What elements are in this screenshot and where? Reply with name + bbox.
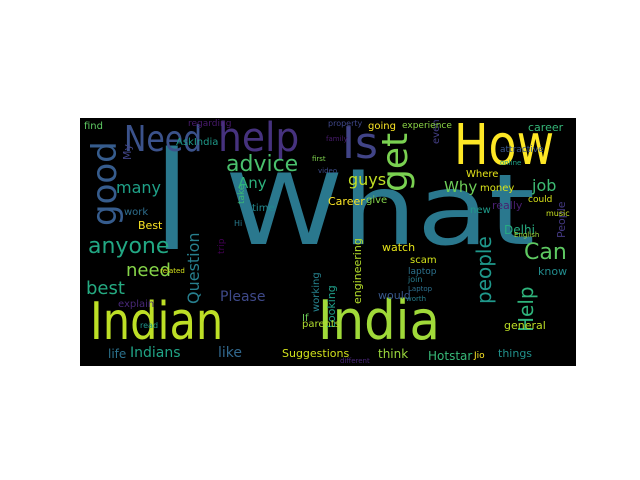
word-please: Please: [220, 289, 266, 305]
word-would: would: [378, 289, 411, 302]
word-life: life: [108, 347, 127, 361]
word-laptop-2: Laptop: [408, 285, 433, 293]
word-cloud: I What India Indian How help Need Is get…: [80, 118, 576, 366]
word-delhi: Delhi: [504, 223, 535, 237]
word-time: time: [252, 203, 275, 214]
word-experience: experience: [402, 121, 452, 131]
word-hotstar: Hotstar: [428, 349, 473, 363]
word-is: Is: [342, 118, 378, 169]
word-know: know: [538, 265, 568, 278]
word-best: best: [86, 278, 125, 299]
word-career: Career: [328, 195, 365, 208]
word-can: Can: [524, 240, 567, 265]
word-help: help: [218, 118, 300, 161]
word-scam: scam: [410, 255, 437, 266]
word-many: many: [116, 178, 161, 197]
word-take: take: [237, 184, 247, 204]
word-really: really: [492, 199, 523, 212]
word-watch: watch: [382, 241, 416, 254]
word-things: things: [498, 347, 533, 360]
word-regarding: regarding: [188, 119, 232, 129]
word-hi: Hi: [234, 219, 243, 228]
word-advice: advice: [226, 152, 299, 177]
word-explain: explain: [118, 299, 155, 310]
word-going: going: [368, 121, 396, 132]
word-parents: parents: [302, 319, 340, 330]
word-laptop: laptop: [408, 267, 437, 277]
word-work: work: [124, 207, 149, 218]
word-give: give: [366, 195, 388, 206]
word-think: think: [378, 347, 409, 361]
word-music: music: [546, 209, 570, 218]
word-i: I: [154, 118, 190, 283]
word-could: could: [528, 195, 553, 205]
word-askindia: AskIndia: [176, 137, 219, 148]
word-best-2: Best: [138, 219, 163, 232]
word-need-2: need: [126, 260, 171, 281]
word-money: money: [480, 183, 515, 194]
word-guys: guys: [348, 170, 387, 189]
word-jio: Jio: [474, 351, 485, 361]
word-question: Question: [184, 232, 203, 304]
word-attractive: attractive: [500, 145, 544, 155]
word-job: job: [532, 176, 557, 195]
word-why: Why: [444, 178, 478, 196]
word-video: video: [318, 167, 338, 175]
word-working: working: [311, 272, 322, 312]
word-people-2: People: [555, 201, 568, 238]
word-property: property: [328, 119, 363, 128]
word-how: How: [454, 118, 555, 178]
word-different: different: [340, 357, 370, 365]
word-career-2: career: [528, 121, 564, 134]
word-trip: trip: [217, 238, 227, 254]
word-first: first: [312, 155, 326, 163]
word-indian: Indian: [90, 292, 224, 352]
word-any: Any: [238, 174, 267, 192]
word-need: Need: [124, 119, 203, 160]
word-english: English: [514, 231, 540, 239]
word-anyone: anyone: [88, 234, 170, 259]
word-what: What: [226, 154, 535, 268]
word-read: read: [140, 321, 159, 330]
word-online: online: [500, 159, 522, 167]
word-where: Where: [466, 169, 499, 180]
word-family: family: [326, 135, 348, 143]
word-related: related: [160, 267, 185, 275]
word-worth: worth: [406, 295, 427, 303]
word-if: If: [302, 313, 309, 324]
word-like: like: [218, 345, 243, 361]
word-new: new: [470, 205, 491, 216]
word-general: general: [504, 319, 546, 332]
word-people: people: [472, 236, 496, 304]
word-india: India: [318, 289, 440, 352]
word-join: join: [408, 275, 423, 284]
word-engineering: engineering: [351, 238, 364, 304]
word-indians: Indians: [130, 345, 181, 361]
word-suggestions: Suggestions: [282, 347, 350, 360]
word-my: My: [121, 143, 134, 160]
word-find: find: [84, 121, 103, 132]
